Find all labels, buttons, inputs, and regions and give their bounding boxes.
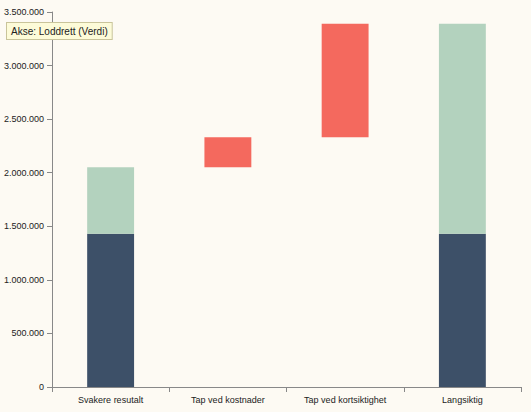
- svg-text:Tap ved kortsiktighet: Tap ved kortsiktighet: [304, 395, 387, 405]
- svg-text:Tap ved kostnader: Tap ved kostnader: [191, 395, 265, 405]
- svg-text:1.500.000: 1.500.000: [4, 221, 44, 231]
- svg-text:3.000.000: 3.000.000: [4, 61, 44, 71]
- svg-text:1.000.000: 1.000.000: [4, 275, 44, 285]
- svg-text:3.500.000: 3.500.000: [4, 7, 44, 17]
- svg-text:500.000: 500.000: [11, 328, 44, 338]
- svg-text:2.000.000: 2.000.000: [4, 168, 44, 178]
- svg-text:Akse: Loddrett (Verdi): Akse: Loddrett (Verdi): [11, 26, 108, 37]
- svg-text:2.500.000: 2.500.000: [4, 114, 44, 124]
- svg-text:Langsiktig: Langsiktig: [442, 395, 483, 405]
- svg-text:0: 0: [39, 382, 44, 392]
- svg-text:Svakere resutalt: Svakere resutalt: [78, 395, 144, 405]
